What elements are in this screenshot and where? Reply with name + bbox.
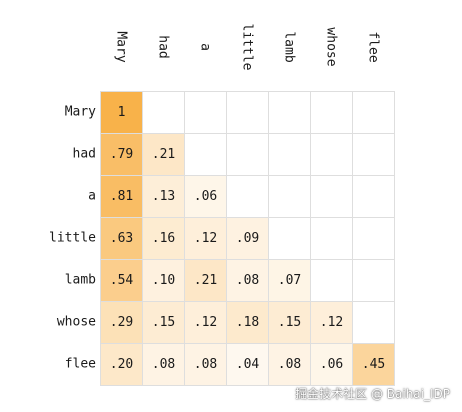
heatmap-cell	[100, 301, 143, 344]
column-label: whose	[324, 27, 339, 66]
cell-value-label: .04	[236, 357, 260, 372]
cell-value-label: .81	[110, 189, 133, 204]
heatmap-cell	[100, 343, 143, 386]
heatmap-cell	[142, 301, 185, 344]
cell-value-label: .08	[194, 357, 217, 372]
heatmap-cell	[352, 91, 395, 134]
cell-value-label: .29	[110, 315, 133, 330]
cell-value-label: .12	[194, 315, 217, 330]
row-label: a	[88, 189, 96, 204]
heatmap-cell	[352, 301, 395, 344]
cell-value-label: .08	[236, 273, 259, 288]
heatmap-cell	[268, 91, 311, 134]
heatmap-cell	[268, 217, 311, 260]
heatmap-cell	[142, 217, 185, 260]
heatmap-cell	[310, 301, 353, 344]
cell-value-label: .21	[194, 273, 217, 288]
heatmap-cell	[226, 301, 269, 344]
cell-value-label: .45	[362, 357, 385, 372]
cell-value-label: .54	[110, 273, 134, 288]
heatmap-cell	[226, 91, 269, 134]
heatmap-cell	[352, 217, 395, 260]
row-label: flee	[65, 357, 96, 372]
cell-value-label: .07	[278, 273, 301, 288]
heatmap-cell	[142, 343, 185, 386]
cell-value-label: .15	[278, 315, 301, 330]
cell-value-label: .10	[152, 273, 175, 288]
heatmap-cells: 1 .79 .21 .81 .13 .06 .63 .16 .12 .09 .54 .10 .21 .08…	[100, 91, 395, 386]
cell-value-label: .12	[194, 231, 217, 246]
column-label: flee	[366, 31, 381, 62]
cell-value-label: .20	[110, 357, 133, 372]
heatmap-cell	[268, 301, 311, 344]
cell-value-label: .13	[152, 189, 175, 204]
heatmap-cell	[310, 175, 353, 218]
heatmap-cell	[226, 133, 269, 176]
column-label: little	[240, 24, 255, 71]
cell-value-label: .08	[152, 357, 175, 372]
watermark: 掘金技术社区 @ Baihai_IDP	[295, 387, 450, 401]
heatmap-cell	[352, 133, 395, 176]
cell-value-label: .21	[152, 147, 175, 162]
heatmap-cell	[268, 175, 311, 218]
heatmap-cell	[184, 175, 227, 218]
heatmap-cell	[184, 91, 227, 134]
row-label: little	[49, 231, 96, 246]
column-label: a	[198, 43, 213, 51]
column-label: lamb	[282, 31, 297, 62]
heatmap-cell	[268, 133, 311, 176]
row-labels: Mary had a little lamb whose flee	[49, 105, 96, 372]
cell-value-label: .06	[194, 189, 217, 204]
heatmap-cell	[226, 259, 269, 302]
heatmap-cell	[352, 343, 395, 386]
heatmap-cell	[310, 259, 353, 302]
cell-value-label: .18	[236, 315, 259, 330]
row-label: whose	[57, 315, 96, 330]
row-label: lamb	[65, 273, 96, 288]
heatmap-cell	[352, 259, 395, 302]
column-labels: Mary had a little lamb whose flee	[114, 24, 381, 71]
heatmap-cell	[100, 91, 143, 134]
heatmap-cell	[310, 91, 353, 134]
cell-value-label: .09	[236, 231, 259, 246]
cell-value-label: .06	[320, 357, 343, 372]
heatmap-cell	[100, 133, 143, 176]
heatmap-cell	[142, 91, 185, 134]
column-label: Mary	[114, 31, 129, 62]
cell-value-label: .15	[152, 315, 175, 330]
heatmap-cell	[352, 175, 395, 218]
cell-value-label: .08	[278, 357, 301, 372]
cell-value-label: .12	[320, 315, 343, 330]
heatmap-cell	[226, 175, 269, 218]
heatmap-cell	[142, 259, 185, 302]
row-label: Mary	[65, 105, 96, 120]
heatmap-cell	[310, 133, 353, 176]
heatmap-cell	[310, 217, 353, 260]
row-label: had	[73, 147, 96, 162]
heatmap-cell	[226, 217, 269, 260]
heatmap-cell	[226, 343, 269, 386]
cell-value-label: .16	[152, 231, 175, 246]
heatmap-cell	[310, 343, 353, 386]
heatmap-cell	[184, 133, 227, 176]
column-label: had	[156, 35, 171, 58]
cell-value-label: .79	[110, 147, 133, 162]
heatmap-cell	[184, 301, 227, 344]
cell-value-label: 1	[118, 105, 126, 120]
cell-value-label: .63	[110, 231, 133, 246]
